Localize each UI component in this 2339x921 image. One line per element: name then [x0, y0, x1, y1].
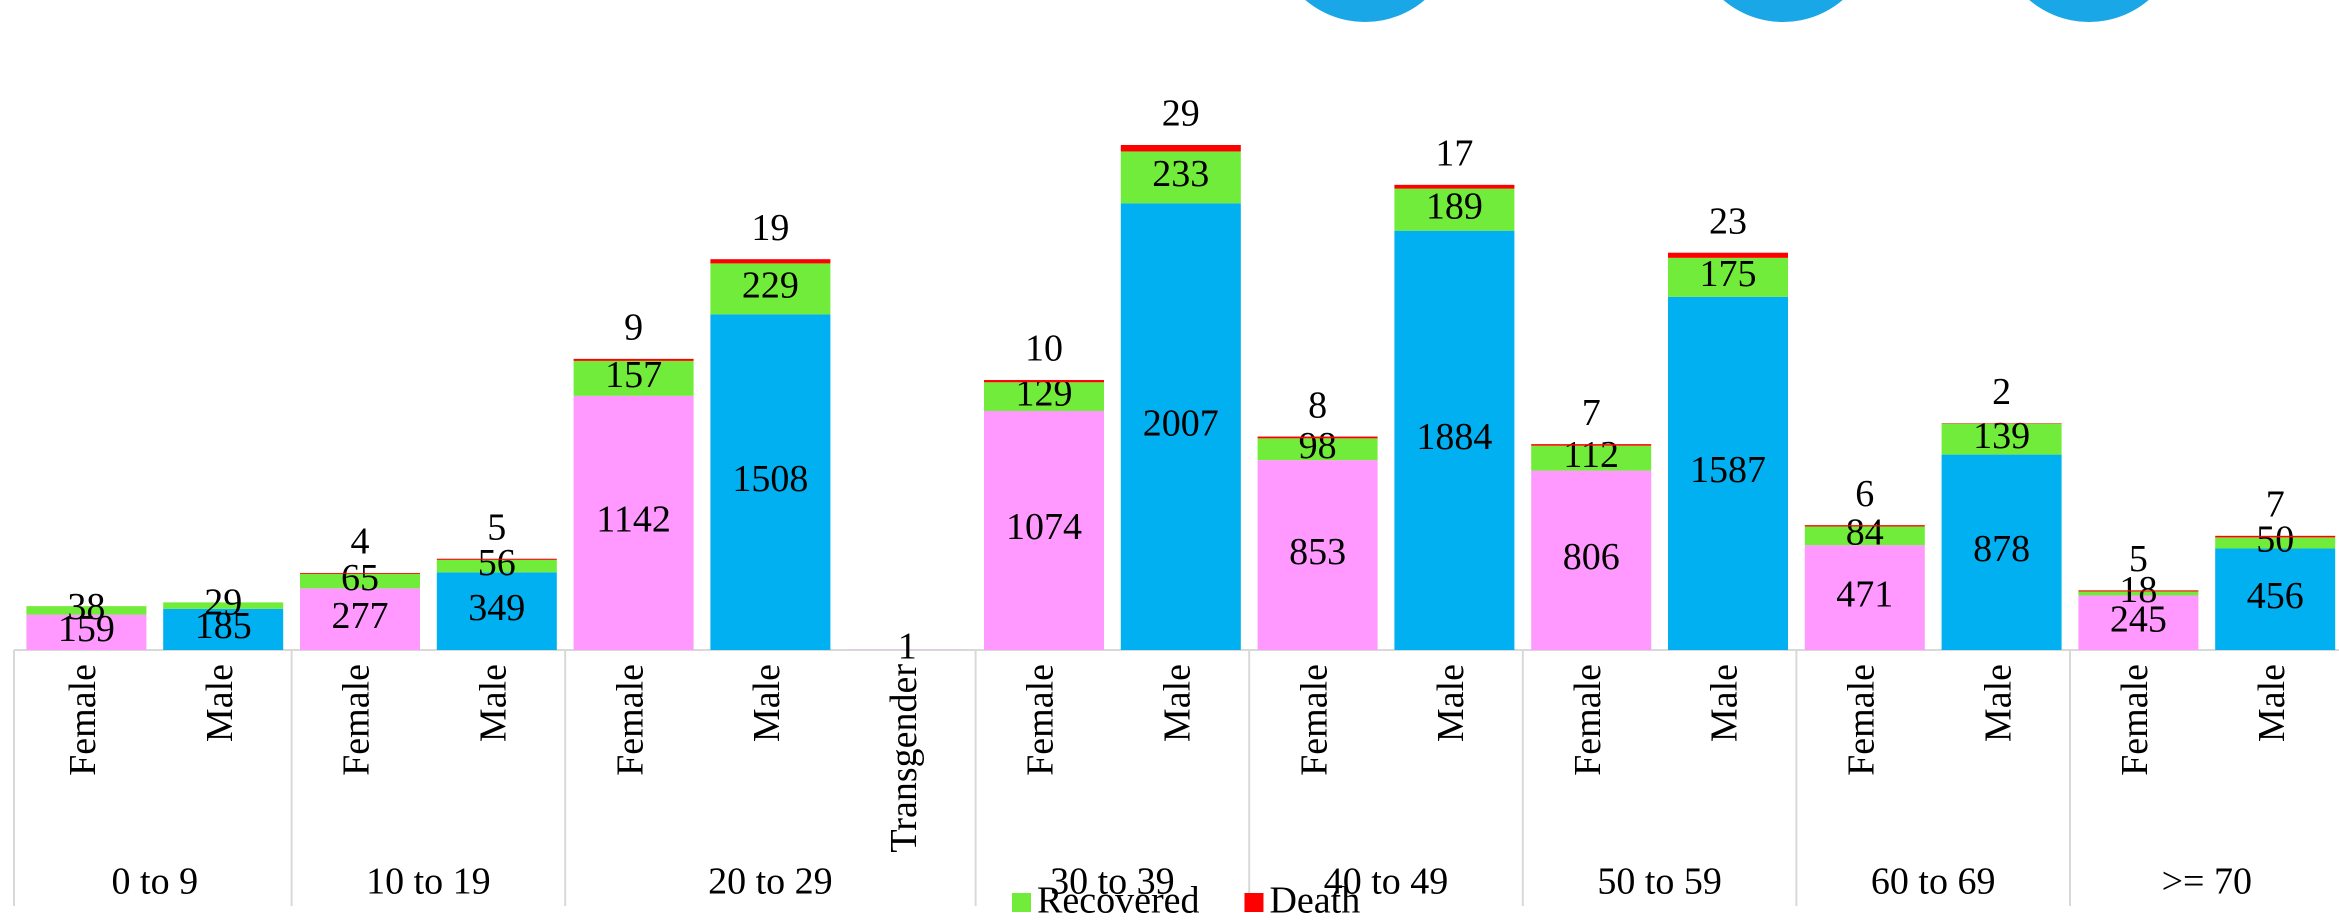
bar-segment	[1531, 444, 1651, 446]
bar-segment	[710, 259, 830, 263]
chart: 15938Female18529Male0 to 9277654Female34…	[0, 0, 2339, 921]
category-label: Male	[1157, 664, 1199, 742]
value-label: 878	[1973, 528, 2030, 570]
value-label: 1	[898, 626, 917, 668]
value-label: 1074	[1006, 506, 1082, 548]
category-label: Female	[1567, 664, 1609, 776]
legend-swatch	[1244, 893, 1263, 912]
category-label: Male	[746, 664, 788, 742]
value-label: 456	[2247, 575, 2304, 617]
legend-label: Recovered	[1037, 880, 1199, 921]
value-label: 19	[751, 207, 789, 249]
bar-segment	[1121, 145, 1241, 151]
value-label: 29	[1162, 93, 1200, 135]
category-label: Male	[1430, 664, 1472, 742]
bar-segment	[1258, 437, 1378, 439]
value-label: 4	[351, 521, 370, 563]
group-label: 50 to 59	[1597, 861, 1722, 903]
value-label: 175	[1700, 253, 1757, 295]
category-label: Female	[1293, 664, 1335, 776]
value-label: 233	[1152, 153, 1209, 195]
value-label: 277	[332, 595, 389, 637]
value-label: 471	[1836, 573, 1893, 615]
value-label: 38	[67, 586, 105, 628]
value-label: 139	[1973, 415, 2030, 457]
category-label: Female	[609, 664, 651, 776]
group-label: 0 to 9	[112, 861, 199, 903]
category-label: Male	[1977, 664, 2019, 742]
bar-segment	[2215, 536, 2335, 538]
value-label: 853	[1289, 531, 1346, 573]
category-label: Female	[62, 664, 104, 776]
value-label: 10	[1025, 328, 1063, 370]
category-label: Female	[2114, 664, 2156, 776]
category-label: Male	[2251, 664, 2293, 742]
value-label: 98	[1299, 425, 1337, 467]
bar-segment	[984, 380, 1104, 382]
value-label: 112	[1563, 434, 1619, 476]
value-label: 349	[468, 587, 525, 629]
value-label: 7	[2266, 484, 2285, 526]
value-label: 129	[1016, 372, 1073, 414]
category-label: Male	[473, 664, 515, 742]
value-label: 2007	[1143, 402, 1219, 444]
category-label: Female	[336, 664, 378, 776]
value-label: 1587	[1690, 449, 1766, 491]
bar-segment	[1668, 253, 1788, 258]
value-label: 5	[2129, 538, 2148, 580]
value-label: 229	[742, 265, 799, 307]
category-label: Female	[1841, 664, 1883, 776]
value-label: 1884	[1416, 416, 1492, 458]
legend-label: Death	[1269, 880, 1360, 921]
bar-segment	[437, 559, 557, 560]
legend-swatch	[1012, 893, 1031, 912]
value-label: 1508	[732, 458, 808, 500]
value-label: 6	[1855, 473, 1874, 515]
bar-segment	[574, 359, 694, 361]
value-label: 2	[1992, 371, 2011, 413]
category-label: Male	[199, 664, 241, 742]
bar-segment	[1805, 525, 1925, 526]
value-label: 189	[1426, 185, 1483, 227]
value-label: 17	[1435, 133, 1473, 175]
group-label: >= 70	[2162, 861, 2252, 903]
value-label: 9	[624, 307, 643, 349]
value-label: 84	[1846, 512, 1884, 554]
group-label: 60 to 69	[1871, 861, 1996, 903]
decoration	[1691, 0, 1875, 22]
group-label: 20 to 29	[708, 861, 833, 903]
decoration	[1273, 0, 1457, 22]
category-label: Female	[1020, 664, 1062, 776]
value-label: 806	[1563, 536, 1620, 578]
group-label: 10 to 19	[366, 861, 491, 903]
value-label: 5	[487, 506, 506, 548]
value-label: 23	[1709, 200, 1747, 242]
value-label: 65	[341, 557, 379, 599]
value-label: 1142	[596, 499, 671, 541]
category-label: Transgender	[883, 664, 925, 853]
bar-segment	[2078, 590, 2198, 591]
bar-segment	[300, 573, 420, 574]
value-label: 29	[204, 581, 242, 623]
bar-segment	[1394, 185, 1514, 189]
value-label: 7	[1582, 392, 1601, 434]
decoration	[1997, 0, 2181, 22]
value-label: 8	[1308, 384, 1327, 426]
category-label: Male	[1704, 664, 1746, 742]
